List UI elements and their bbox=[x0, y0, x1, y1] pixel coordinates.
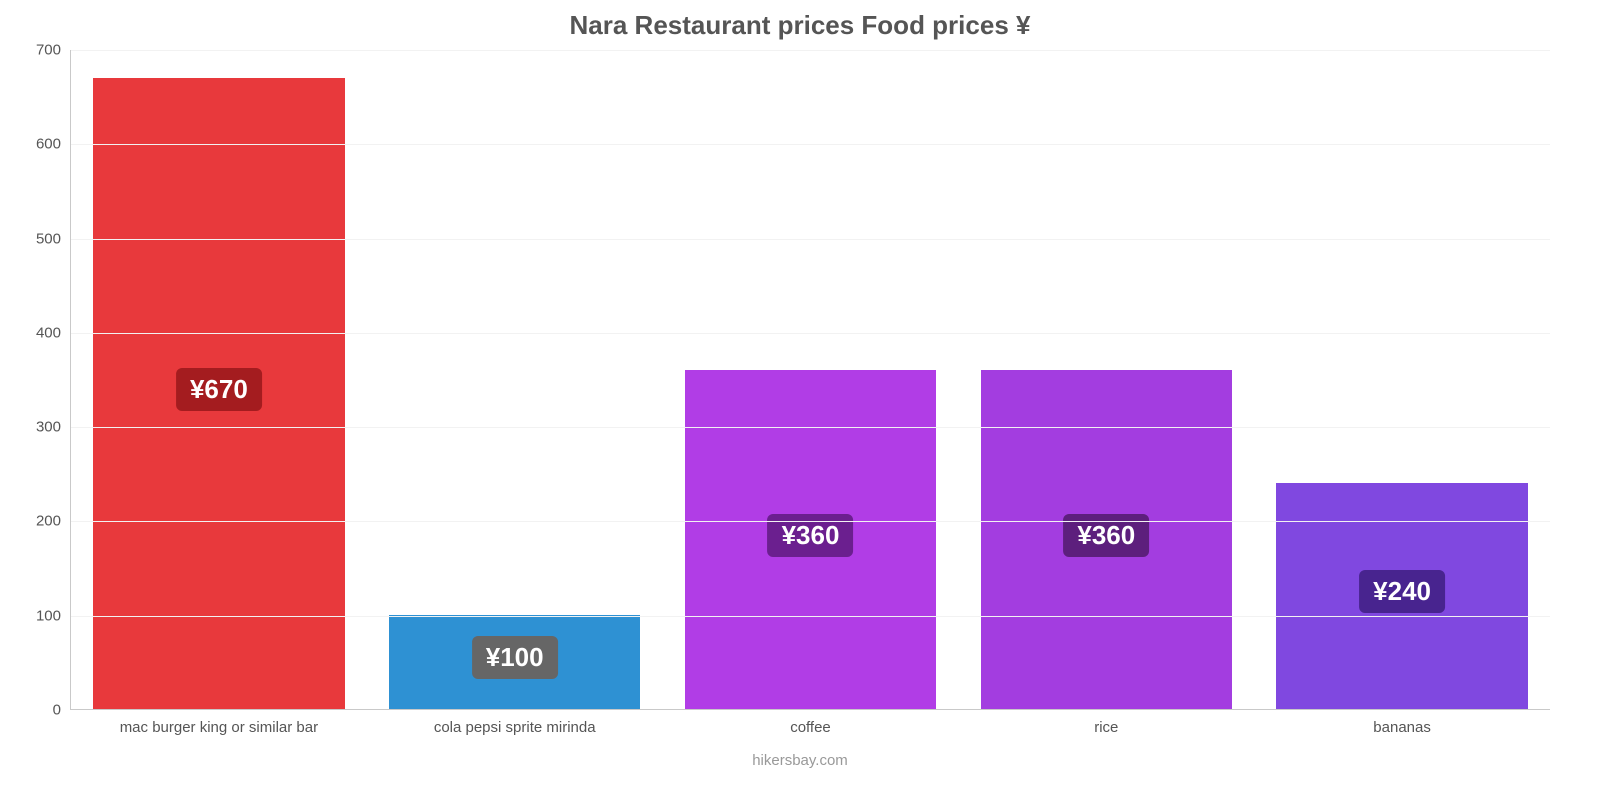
x-tick-label: coffee bbox=[663, 709, 959, 736]
bar-slot: ¥670mac burger king or similar bar bbox=[71, 50, 367, 709]
bar: ¥100 bbox=[389, 615, 640, 709]
y-tick-label: 200 bbox=[36, 513, 71, 530]
bar-slot: ¥240bananas bbox=[1254, 50, 1550, 709]
value-badge: ¥240 bbox=[1359, 570, 1445, 613]
x-tick-label: mac burger king or similar bar bbox=[71, 709, 367, 736]
value-badge: ¥360 bbox=[1063, 514, 1149, 557]
bar-chart: Nara Restaurant prices Food prices ¥ ¥67… bbox=[0, 0, 1600, 800]
value-badge: ¥100 bbox=[472, 636, 558, 679]
y-tick-label: 0 bbox=[53, 702, 71, 719]
gridline bbox=[71, 427, 1550, 428]
y-tick-label: 400 bbox=[36, 324, 71, 341]
bar: ¥240 bbox=[1276, 483, 1527, 709]
gridline bbox=[71, 521, 1550, 522]
y-tick-label: 600 bbox=[36, 136, 71, 153]
bar: ¥360 bbox=[685, 370, 936, 709]
value-badge: ¥670 bbox=[176, 368, 262, 411]
gridline bbox=[71, 50, 1550, 51]
bars-container: ¥670mac burger king or similar bar¥100co… bbox=[71, 50, 1550, 709]
gridline bbox=[71, 333, 1550, 334]
bar-slot: ¥360coffee bbox=[663, 50, 959, 709]
value-badge: ¥360 bbox=[768, 514, 854, 557]
gridline bbox=[71, 239, 1550, 240]
gridline bbox=[71, 144, 1550, 145]
chart-title: Nara Restaurant prices Food prices ¥ bbox=[0, 10, 1600, 41]
x-tick-label: bananas bbox=[1254, 709, 1550, 736]
bar: ¥360 bbox=[981, 370, 1232, 709]
y-tick-label: 100 bbox=[36, 607, 71, 624]
bar-slot: ¥360rice bbox=[958, 50, 1254, 709]
bar-slot: ¥100cola pepsi sprite mirinda bbox=[367, 50, 663, 709]
x-tick-label: rice bbox=[958, 709, 1254, 736]
y-tick-label: 500 bbox=[36, 230, 71, 247]
bar: ¥670 bbox=[93, 78, 344, 709]
y-tick-label: 700 bbox=[36, 42, 71, 59]
plot-area: ¥670mac burger king or similar bar¥100co… bbox=[70, 50, 1550, 710]
gridline bbox=[71, 616, 1550, 617]
chart-credit: hikersbay.com bbox=[0, 752, 1600, 769]
x-tick-label: cola pepsi sprite mirinda bbox=[367, 709, 663, 736]
y-tick-label: 300 bbox=[36, 419, 71, 436]
